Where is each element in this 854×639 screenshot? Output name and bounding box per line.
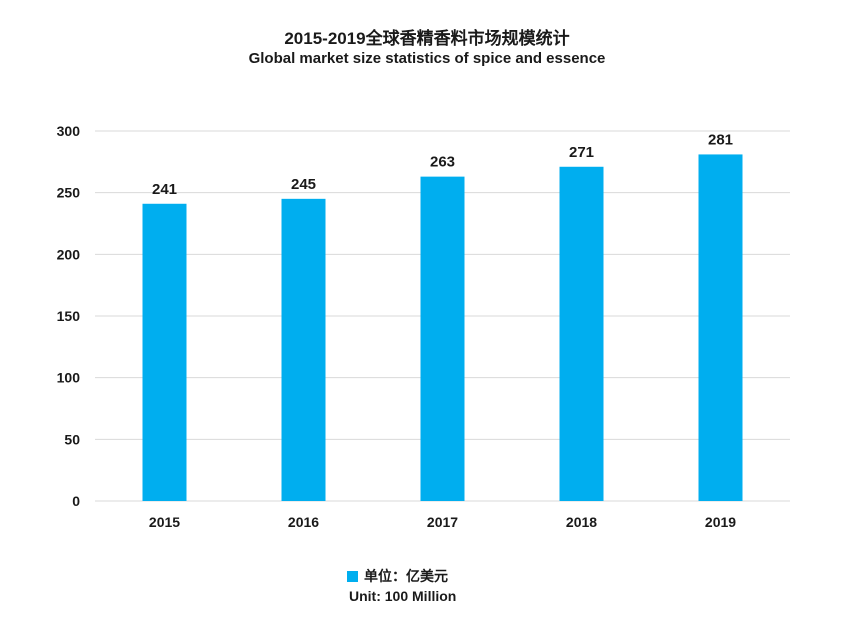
bar xyxy=(559,166,604,501)
chart-subtitle: Global market size statistics of spice a… xyxy=(248,50,606,67)
y-tick-label: 250 xyxy=(57,185,81,201)
data-label: 241 xyxy=(152,181,177,198)
x-tick-label: 2019 xyxy=(705,514,736,530)
data-labels: 241 245 263 271 281 xyxy=(152,131,733,197)
bar xyxy=(698,154,743,501)
legend-sublabel: Unit: 100 Million xyxy=(349,588,457,604)
y-axis-ticks: 0 50 100 150 200 250 300 xyxy=(57,123,81,509)
bar xyxy=(281,198,326,502)
data-label: 263 xyxy=(430,154,455,171)
y-tick-label: 150 xyxy=(57,308,81,324)
bars xyxy=(142,154,743,502)
legend: 单位：亿美元 Unit: 100 Million xyxy=(347,566,456,606)
chart-title: 2015-2019全球香精香料市场规模统计 xyxy=(284,29,570,48)
legend-label: 单位：亿美元 xyxy=(364,568,448,584)
x-tick-label: 2017 xyxy=(427,514,458,530)
bar xyxy=(142,203,187,501)
bar xyxy=(420,176,465,501)
x-tick-label: 2016 xyxy=(288,514,319,530)
y-tick-label: 200 xyxy=(57,246,81,262)
x-axis-ticks: 2015 2016 2017 2018 2019 xyxy=(149,514,736,530)
x-tick-label: 2015 xyxy=(149,514,180,530)
x-tick-label: 2018 xyxy=(566,514,597,530)
y-tick-label: 300 xyxy=(57,123,81,139)
y-tick-label: 100 xyxy=(57,370,81,386)
data-label: 245 xyxy=(291,176,316,193)
data-label: 281 xyxy=(708,131,733,148)
y-tick-label: 50 xyxy=(64,431,80,447)
y-tick-label: 0 xyxy=(72,493,80,509)
legend-swatch xyxy=(347,570,358,582)
data-label: 271 xyxy=(569,144,594,161)
